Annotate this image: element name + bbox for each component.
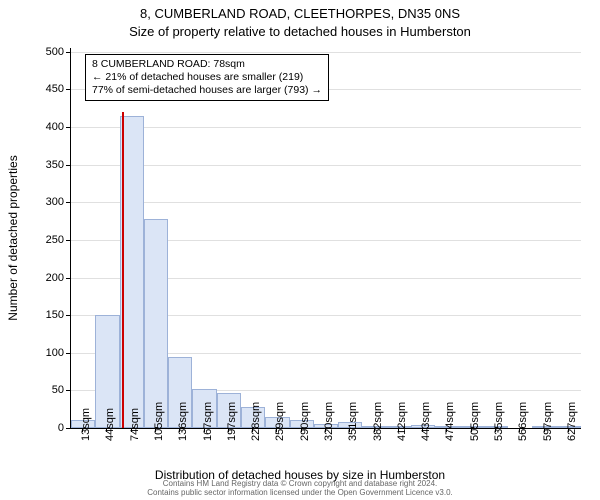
ytick-mark [66,390,70,391]
plot-area: 8 CUMBERLAND ROAD: 78sqm ← 21% of detach… [70,48,581,429]
histogram-bar [144,219,168,428]
ytick-label: 100 [24,347,64,359]
annotation-line-3: 77% of semi-detached houses are larger (… [92,84,322,97]
ytick-label: 350 [24,159,64,171]
chart-container: 8, CUMBERLAND ROAD, CLEETHORPES, DN35 0N… [0,0,600,500]
ytick-label: 300 [24,196,64,208]
ytick-mark [66,89,70,90]
ytick-mark [66,278,70,279]
ytick-label: 250 [24,234,64,246]
ytick-label: 400 [24,121,64,133]
ytick-mark [66,315,70,316]
ytick-mark [66,52,70,53]
annotation-line-1: 8 CUMBERLAND ROAD: 78sqm [92,58,322,71]
title-line-1: 8, CUMBERLAND ROAD, CLEETHORPES, DN35 0N… [0,6,600,21]
ytick-mark [66,353,70,354]
title-line-2: Size of property relative to detached ho… [0,24,600,39]
marker-line [122,112,124,428]
gridline [71,52,581,53]
ytick-mark [66,202,70,203]
footer-attribution: Contains HM Land Registry data © Crown c… [0,480,600,498]
ytick-label: 0 [24,422,64,434]
gridline [71,165,581,166]
y-axis-label: Number of detached properties [6,155,20,320]
footer-line-2: Contains public sector information licen… [147,488,453,497]
annotation-box: 8 CUMBERLAND ROAD: 78sqm ← 21% of detach… [85,54,329,101]
ytick-mark [66,240,70,241]
ytick-label: 450 [24,83,64,95]
ytick-label: 200 [24,272,64,284]
ytick-label: 500 [24,46,64,58]
gridline [71,202,581,203]
footer-line-1: Contains HM Land Registry data © Crown c… [163,479,438,488]
ytick-label: 50 [24,384,64,396]
gridline [71,127,581,128]
ytick-label: 150 [24,309,64,321]
ytick-mark [66,127,70,128]
ytick-mark [66,165,70,166]
annotation-line-2: ← 21% of detached houses are smaller (21… [92,71,322,84]
ytick-mark [66,428,70,429]
